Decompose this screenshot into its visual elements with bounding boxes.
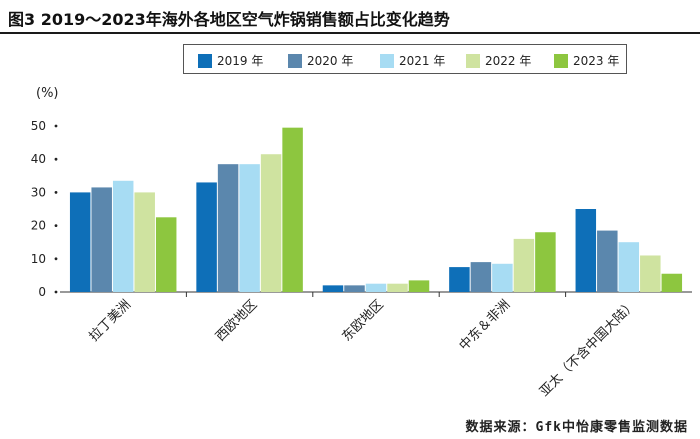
y-tick-label: 20 <box>31 219 46 233</box>
legend-item: 2021 年 <box>380 52 445 69</box>
bar <box>260 154 282 292</box>
data-source-note: 数据来源：Gfk中怡康零售监测数据 <box>465 420 688 435</box>
bar <box>322 285 344 292</box>
y-tick-label: 50 <box>31 119 46 133</box>
title-divider <box>0 32 700 34</box>
bar <box>597 230 618 292</box>
legend: 2019 年 2020 年 2021 年 2022 年 2023 年 <box>183 44 627 74</box>
legend-label: 2019 年 <box>217 54 264 68</box>
y-tick-label: 10 <box>31 252 46 266</box>
bar <box>408 280 430 292</box>
chart-title: 图3 2019～2023年海外各地区空气炸锅销售额占比变化趋势 <box>8 10 450 29</box>
legend-label: 2020 年 <box>307 54 354 68</box>
y-tick-dot <box>54 290 58 294</box>
bar <box>492 263 513 292</box>
bar <box>640 255 661 292</box>
bar <box>387 283 408 292</box>
legend-swatch <box>554 53 568 68</box>
bar <box>661 273 683 292</box>
bar <box>239 164 260 292</box>
x-category-label: 中东＆非洲 <box>457 297 514 354</box>
bar <box>470 262 492 292</box>
legend-item: 2022 年 <box>466 52 531 69</box>
bar <box>112 180 134 292</box>
y-tick-dot <box>54 257 58 261</box>
bar <box>449 267 470 292</box>
legend-label: 2023 年 <box>573 54 620 68</box>
y-tick-label: 0 <box>38 285 46 299</box>
y-tick-dot <box>54 191 58 194</box>
y-axis-unit: (%) <box>36 86 59 101</box>
bar <box>513 238 535 292</box>
bar <box>282 127 303 292</box>
x-category-label: 拉丁美洲 <box>87 297 134 344</box>
legend-swatch <box>288 53 302 68</box>
legend-item: 2019 年 <box>198 52 263 69</box>
x-category-label: 东欧地区 <box>339 297 386 344</box>
bar <box>155 217 177 292</box>
bar <box>618 242 640 292</box>
bar <box>69 192 91 292</box>
bar <box>365 283 387 292</box>
legend-item: 2023 年 <box>554 52 619 69</box>
x-category-label: 西欧地区 <box>213 297 260 344</box>
legend-swatch <box>380 53 394 68</box>
y-tick-label: 30 <box>31 185 46 199</box>
bar <box>344 285 365 292</box>
y-tick-label: 40 <box>31 152 46 166</box>
legend-label: 2022 年 <box>485 54 532 68</box>
y-tick-dot <box>54 124 58 128</box>
bar <box>217 164 239 292</box>
bar <box>575 209 597 292</box>
x-category-label: 亚太（不含中国大陆） <box>536 297 639 400</box>
legend-label: 2021 年 <box>399 54 446 68</box>
bar <box>535 232 556 292</box>
legend-swatch <box>466 53 480 68</box>
bar <box>134 192 155 292</box>
y-tick-dot <box>54 224 58 228</box>
bar <box>91 187 112 292</box>
legend-swatch <box>198 53 212 68</box>
legend-item: 2020 年 <box>288 52 353 69</box>
bar <box>196 182 217 292</box>
y-tick-dot <box>54 157 58 161</box>
